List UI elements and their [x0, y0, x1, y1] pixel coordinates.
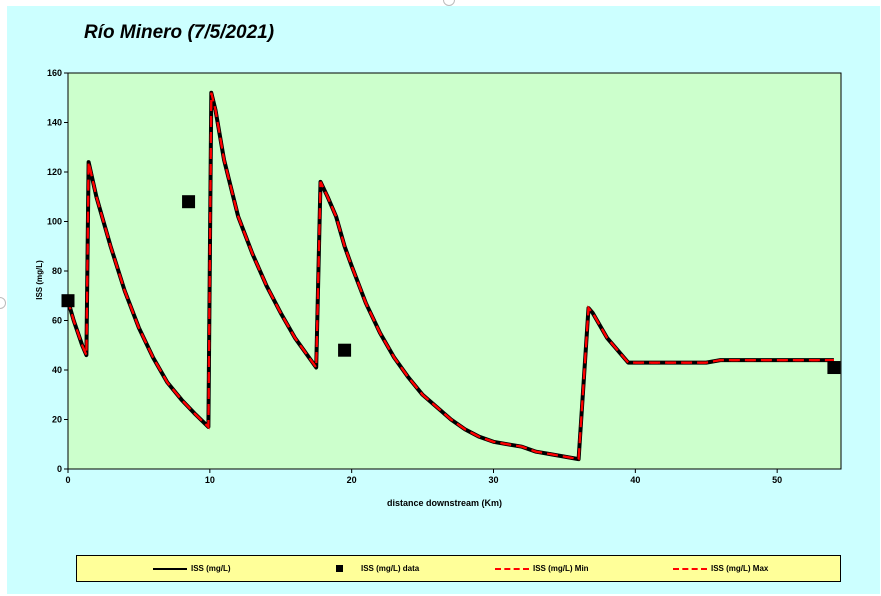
legend-swatch-dashed	[673, 567, 707, 570]
legend-item-iss-max: ISS (mg/L) Max	[673, 556, 768, 581]
y-axis-label: ISS (mg/L)	[35, 260, 44, 300]
y-tick-label: 0	[57, 464, 62, 474]
y-tick-label: 80	[52, 266, 62, 276]
legend-swatch-dashed	[495, 567, 529, 570]
series-line-iss-max	[66, 92, 834, 461]
x-tick-label: 50	[772, 475, 782, 485]
data-point-marker	[182, 195, 196, 209]
y-tick-label: 60	[52, 316, 62, 326]
x-tick-label: 30	[488, 475, 498, 485]
legend-swatch-solid	[153, 567, 187, 570]
data-point-marker	[338, 343, 352, 357]
x-tick-label: 20	[347, 475, 357, 485]
x-tick-label: 10	[205, 475, 215, 485]
plot-area	[67, 72, 842, 470]
y-tick-label: 160	[47, 68, 62, 78]
legend-item-iss: ISS (mg/L)	[153, 556, 231, 581]
chart-legend: ISS (mg/L) ISS (mg/L) data ISS (mg/L) Mi…	[76, 555, 841, 582]
legend-label: ISS (mg/L) data	[361, 564, 420, 573]
legend-label: ISS (mg/L) Max	[711, 564, 769, 573]
y-tick-label: 140	[47, 118, 62, 128]
y-tick-label: 120	[47, 167, 62, 177]
data-point-marker	[61, 294, 75, 308]
y-tick-label: 100	[47, 217, 62, 227]
legend-label: ISS (mg/L) Min	[533, 564, 589, 573]
x-axis-label: distance downstream (Km)	[387, 498, 502, 508]
x-tick-label: 40	[630, 475, 640, 485]
data-point-marker	[827, 361, 841, 375]
y-tick-label: 20	[52, 415, 62, 425]
y-tick-label: 40	[52, 365, 62, 375]
legend-item-iss-min: ISS (mg/L) Min	[495, 556, 589, 581]
legend-swatch-marker	[336, 565, 343, 572]
x-tick-label: 0	[65, 475, 70, 485]
legend-item-iss-data: ISS (mg/L) data	[323, 556, 419, 581]
chart-title: Río Minero (7/5/2021)	[84, 22, 275, 43]
legend-label: ISS (mg/L)	[191, 564, 231, 573]
